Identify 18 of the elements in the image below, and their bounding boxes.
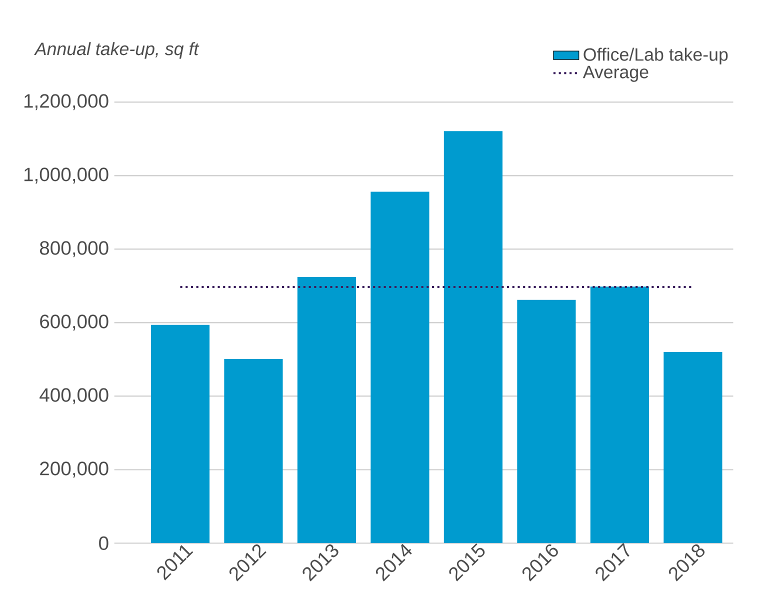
y-tick-label: 200,000 bbox=[40, 462, 108, 478]
y-tick-label: 1,000,000 bbox=[24, 168, 108, 184]
bar bbox=[590, 286, 649, 544]
bar bbox=[224, 359, 283, 544]
bar bbox=[517, 300, 576, 544]
y-tick-label: 400,000 bbox=[40, 388, 108, 404]
bar bbox=[297, 277, 356, 544]
bar bbox=[444, 131, 502, 544]
y-tick-label: 600,000 bbox=[40, 314, 108, 331]
legend-label: Office/Lab take-up bbox=[584, 48, 728, 64]
y-tick-label: 800,000 bbox=[40, 241, 108, 258]
y-tick-label: 1,200,000 bbox=[24, 94, 108, 110]
bar bbox=[150, 324, 210, 544]
bar bbox=[664, 352, 722, 544]
y-tick-label: 0 bbox=[99, 536, 108, 550]
bar bbox=[370, 192, 430, 544]
legend-label: Average bbox=[582, 66, 648, 82]
y-axis-title: Annual take-up, sq ft bbox=[34, 42, 200, 59]
